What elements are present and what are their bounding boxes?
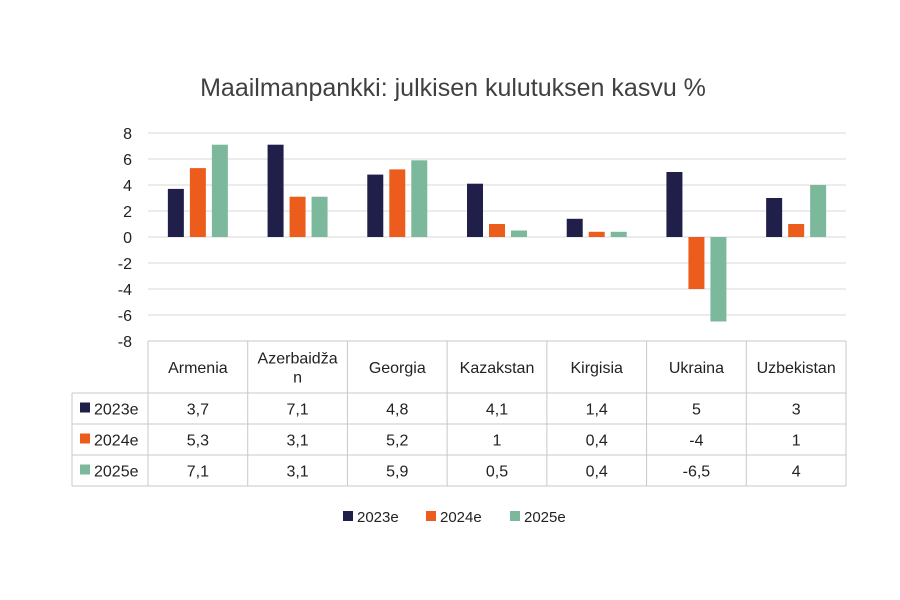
table-cell: 5,9: [386, 464, 408, 481]
legend-label-2024e: 2024e: [440, 509, 482, 526]
bar-2023e-Azerbaidžan: [267, 144, 284, 237]
data-table: Armenia Azerbaidža n Georgia Kazakstan Kirgis…: [71, 340, 847, 487]
table-cell: 5,2: [386, 433, 408, 450]
table-cell: 3,1: [286, 464, 308, 481]
legend-label-2023e: 2023e: [357, 509, 399, 526]
y-tick-label: -4: [118, 282, 132, 299]
table-cell: -4: [689, 433, 703, 450]
table-cell: 1: [493, 433, 502, 450]
category-label: Kazakstan: [460, 360, 535, 377]
row-label-2023e: 2023e: [94, 402, 139, 419]
y-tick-label: 2: [123, 204, 132, 221]
y-tick-label: 0: [123, 230, 132, 247]
bar-2024e-Ukraina: [688, 237, 705, 289]
table-cell: 3,7: [187, 402, 209, 419]
category-label: Azerbaidža: [258, 351, 338, 368]
category-label: Ukraina: [669, 360, 724, 377]
table-cell: 0,4: [586, 433, 608, 450]
legend-key-2024e: [426, 511, 436, 521]
table-cell: 1,4: [586, 402, 608, 419]
y-tick-label: 8: [123, 126, 132, 143]
legend-key-2023e: [343, 511, 353, 521]
bar-2024e-Georgia: [389, 169, 406, 237]
bar-2023e-Uzbekistan: [766, 198, 783, 237]
row-legend-key-2025e: [80, 464, 90, 475]
bar-2025e-Georgia: [411, 160, 428, 237]
bars: [167, 144, 827, 322]
y-tick-label: -6: [118, 308, 132, 325]
legend: 2023e 2024e 2025e: [343, 509, 566, 526]
bar-2024e-Uzbekistan: [788, 224, 805, 237]
table-cell: 3,1: [286, 433, 308, 450]
y-axis-ticks: 8 6 4 2 0 -2 -4 -6 -8: [118, 126, 132, 351]
table-cell: 0,5: [486, 464, 508, 481]
table-cell: 4: [792, 464, 801, 481]
bar-2023e-Ukraina: [666, 172, 683, 237]
table-cell: 4,8: [386, 402, 408, 419]
chart-title: Maailmanpankki: julkisen kulutuksen kasv…: [200, 74, 706, 102]
bar-2025e-Armenia: [211, 144, 228, 237]
bar-2024e-Kazakstan: [489, 224, 505, 237]
table-cell: 5,3: [187, 433, 209, 450]
y-tick-label: 6: [123, 152, 132, 169]
y-tick-label: 4: [123, 178, 132, 195]
bar-2023e-Armenia: [167, 188, 184, 237]
bar-2023e-Kirgisia: [566, 218, 583, 237]
bar-2025e-Uzbekistan: [810, 185, 827, 237]
bar-2025e-Kazakstan: [511, 230, 527, 237]
legend-label-2025e: 2025e: [524, 509, 566, 526]
table-cell: 1: [792, 433, 801, 450]
y-tick-label: -8: [118, 334, 132, 351]
category-label: Georgia: [369, 360, 426, 377]
bar-2024e-Kirgisia: [588, 231, 605, 237]
row-legend-key-2023e: [80, 402, 90, 413]
row-label-2024e: 2024e: [94, 433, 139, 450]
table-cell: 5: [692, 402, 701, 419]
bar-2024e-Azerbaidžan: [289, 196, 306, 237]
table-cell: 7,1: [187, 464, 209, 481]
table-cell: 4,1: [486, 402, 508, 419]
table-cell: 3: [792, 402, 801, 419]
bar-2025e-Ukraina: [710, 237, 727, 322]
table-cell: 7,1: [286, 402, 308, 419]
category-label: Armenia: [168, 360, 228, 377]
category-label: Kirgisia: [570, 360, 623, 377]
bar-2025e-Azerbaidžan: [311, 196, 328, 237]
category-label: Uzbekistan: [757, 360, 836, 377]
row-legend-key-2024e: [80, 433, 90, 444]
legend-key-2025e: [510, 511, 520, 521]
bar-2025e-Kirgisia: [610, 231, 627, 237]
table-cell: 0,4: [586, 464, 608, 481]
category-label: n: [293, 370, 302, 387]
bar-2023e-Kazakstan: [467, 183, 483, 237]
y-tick-label: -2: [118, 256, 132, 273]
bar-2023e-Georgia: [367, 174, 384, 237]
row-label-2025e: 2025e: [94, 464, 139, 481]
bar-2024e-Armenia: [189, 168, 206, 237]
table-cell: -6,5: [683, 464, 711, 481]
